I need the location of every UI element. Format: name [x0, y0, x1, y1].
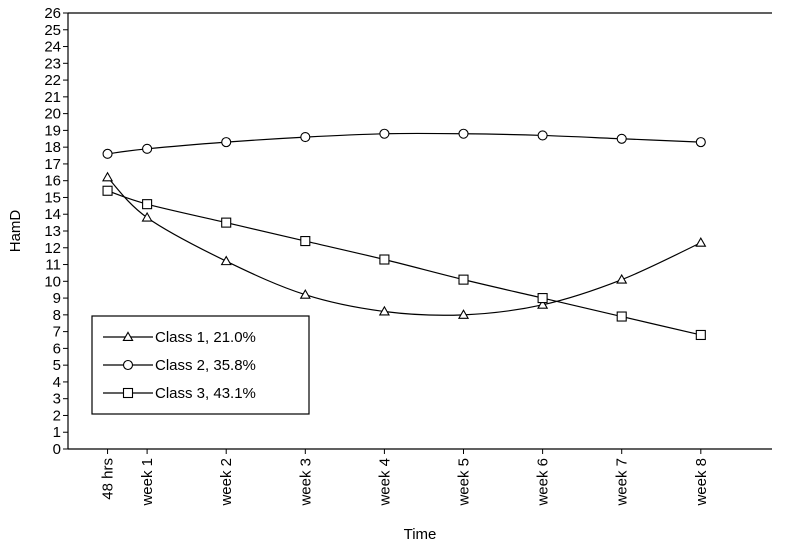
data-point-triangle: [695, 237, 707, 247]
data-point-triangle: [537, 299, 549, 309]
y-tick-label: 18: [44, 139, 61, 156]
data-point-square: [695, 329, 706, 341]
y-axis-ticks: 0123456789101112131415161718192021222324…: [44, 5, 68, 458]
data-point-triangle: [616, 273, 628, 284]
y-tick-label: 12: [44, 240, 61, 257]
y-tick-label: 21: [44, 89, 61, 106]
y-tick-label: 25: [44, 22, 61, 39]
y-tick-label: 19: [44, 122, 61, 139]
series-line: [107, 132, 701, 155]
x-tick-label: week 7: [614, 458, 631, 507]
y-tick-label: 20: [44, 106, 61, 123]
legend-marker-circle: [122, 359, 134, 371]
data-point-circle: [695, 137, 706, 148]
y-tick-label: 9: [53, 290, 61, 307]
x-tick-label: week 2: [218, 458, 235, 507]
y-tick-label: 24: [44, 39, 61, 56]
x-axis-ticks: 48 hrs week 1 week 2 week 3 week 4 week 5 week…: [100, 449, 710, 507]
data-point-square: [537, 293, 548, 304]
data-point-circle: [458, 128, 469, 139]
data-point-triangle: [141, 211, 153, 222]
y-axis-title: HamD: [7, 210, 24, 253]
data-point-triangle: [299, 289, 311, 299]
legend-marker-triangle: [122, 331, 134, 342]
data-point-square: [379, 254, 390, 265]
legend-label: Class 1, 21.0%: [155, 329, 256, 346]
data-point-triangle: [220, 255, 232, 266]
y-tick-label: 2: [53, 407, 61, 424]
x-axis-title: Time: [404, 526, 437, 543]
data-point-circle: [102, 148, 113, 159]
legend-marker-square: [122, 387, 134, 399]
legend-label: Class 2, 35.8%: [155, 357, 256, 374]
series-line: [107, 176, 702, 316]
data-point-square: [142, 199, 153, 210]
x-tick-label: week 5: [456, 458, 473, 507]
data-point-triangle: [378, 305, 390, 316]
y-tick-label: 6: [53, 340, 61, 357]
y-tick-label: 3: [53, 391, 61, 408]
x-tick-label: week 4: [376, 458, 393, 507]
y-tick-label: 8: [53, 307, 61, 324]
data-point-circle: [300, 132, 311, 143]
data-point-triangle: [457, 309, 470, 319]
y-tick-label: 10: [44, 273, 61, 290]
data-point-square: [221, 217, 232, 228]
data-point-square: [300, 236, 311, 247]
y-tick-label: 1: [53, 424, 61, 441]
data-point-circle: [616, 133, 627, 144]
x-tick-label: week 3: [297, 458, 314, 507]
x-tick-label: week 6: [535, 458, 552, 507]
data-point-circle: [221, 137, 232, 148]
y-tick-label: 5: [53, 357, 61, 374]
y-tick-label: 22: [44, 72, 61, 89]
data-point-square: [616, 311, 627, 322]
data-point-circle: [537, 130, 548, 141]
y-tick-label: 7: [53, 324, 61, 341]
y-tick-label: 15: [44, 189, 61, 206]
y-tick-label: 13: [44, 223, 61, 240]
legend-label: Class 3, 43.1%: [155, 385, 256, 402]
y-tick-label: 17: [44, 156, 61, 173]
x-tick-label: 48 hrs: [100, 458, 117, 500]
legend: Class 1, 21.0% Class 2, 35.8% Class 3, 43.…: [91, 315, 310, 415]
y-tick-label: 23: [44, 55, 61, 72]
x-tick-label: week 1: [139, 458, 156, 507]
series-1: [102, 171, 707, 319]
y-tick-label: 11: [45, 257, 61, 274]
series-layer: [102, 128, 707, 341]
data-point-triangle: [102, 171, 114, 182]
y-tick-label: 0: [53, 441, 61, 458]
y-tick-label: 4: [53, 374, 61, 391]
y-tick-label: 14: [44, 206, 61, 223]
y-tick-label: 16: [44, 173, 61, 190]
data-point-square: [102, 185, 113, 196]
data-point-circle: [379, 128, 390, 139]
data-point-square: [458, 274, 469, 285]
series-2: [102, 128, 706, 159]
series-3: [102, 185, 706, 341]
y-tick-label: 26: [44, 5, 61, 22]
data-point-circle: [142, 143, 153, 154]
x-tick-label: week 8: [693, 458, 710, 507]
